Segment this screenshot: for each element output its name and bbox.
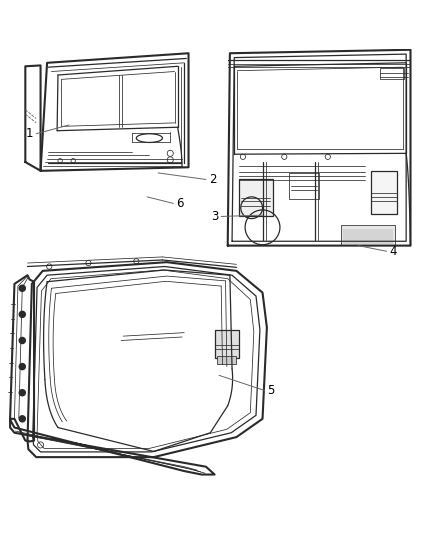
Text: 2: 2 xyxy=(209,173,216,186)
Text: 1: 1 xyxy=(26,127,33,140)
Text: 6: 6 xyxy=(176,197,184,210)
Bar xyxy=(380,68,404,79)
Circle shape xyxy=(19,416,25,422)
Circle shape xyxy=(19,390,25,396)
Bar xyxy=(371,171,397,214)
Bar xyxy=(217,356,237,365)
Bar xyxy=(239,180,273,216)
Circle shape xyxy=(19,337,25,344)
Bar xyxy=(215,329,239,358)
Text: 3: 3 xyxy=(211,210,218,223)
Text: 5: 5 xyxy=(268,384,275,397)
Text: 4: 4 xyxy=(389,245,397,258)
Circle shape xyxy=(19,285,25,292)
Bar xyxy=(289,173,319,199)
Circle shape xyxy=(19,311,25,318)
Bar xyxy=(341,225,395,245)
Circle shape xyxy=(19,364,25,370)
